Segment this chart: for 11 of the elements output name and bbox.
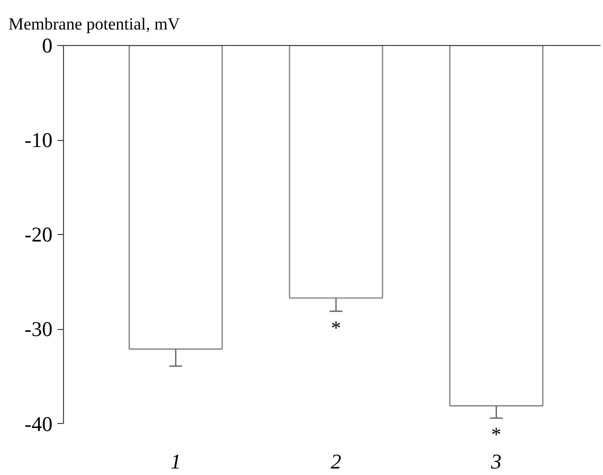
x-tick-label: 3 [490, 450, 502, 474]
y-tick-label: -40 [24, 412, 53, 436]
annotation: * [331, 317, 342, 340]
chart-title: Membrane potential, mV [8, 14, 181, 34]
annotation: * [491, 424, 502, 446]
y-tick-label: -10 [24, 128, 53, 152]
y-tick-label: -20 [24, 222, 53, 247]
y-tick-label: 0 [42, 34, 52, 58]
x-tick-label: 1 [170, 450, 181, 474]
y-tick-label: -30 [24, 317, 53, 342]
x-tick-label: 2 [330, 450, 342, 474]
